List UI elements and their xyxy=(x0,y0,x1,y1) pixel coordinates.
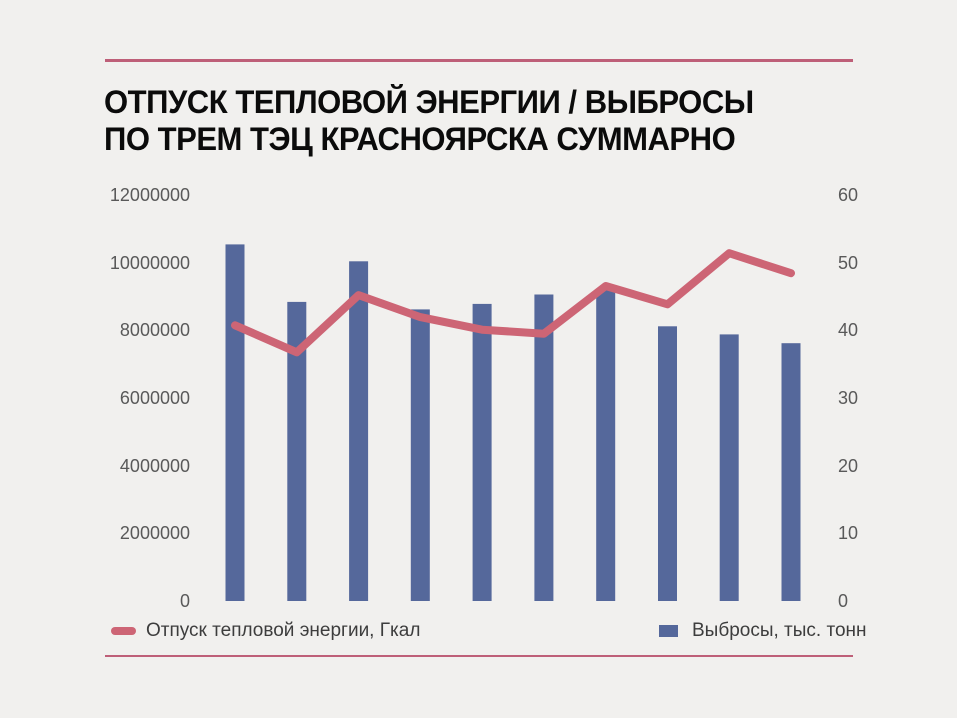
right-axis: 0 10 20 30 40 50 60 xyxy=(838,185,908,611)
left-axis-tick-label: 12000000 xyxy=(109,185,190,205)
emissions-bar xyxy=(410,309,430,601)
emissions-bar xyxy=(534,294,554,601)
chart-title: ОТПУСК ТЕПЛОВОЙ ЭНЕРГИИ / ВЫБРОСЫ ПО ТРЕ… xyxy=(104,84,754,157)
top-border-line xyxy=(105,59,853,62)
right-axis-tick-label: 30 xyxy=(838,388,859,408)
right-axis-tick-label: 10 xyxy=(838,523,859,544)
bottom-border-line xyxy=(105,655,853,657)
left-axis-tick-label: 8000000 xyxy=(119,320,190,341)
emissions-bar xyxy=(349,261,369,601)
emissions-bar xyxy=(287,301,307,601)
right-axis-tick-label: 20 xyxy=(838,455,859,476)
left-axis: 0 2000000 4000000 6000000 8000000 10000000 120… xyxy=(85,185,190,611)
line-legend-marker-icon xyxy=(111,627,136,635)
left-axis-tick-label: 0 xyxy=(179,591,190,611)
legend-label-emissions: Выбросы, тыс. тонн xyxy=(692,620,867,641)
emissions-bar xyxy=(596,290,616,601)
legend-label-heat: Отпуск тепловой энергии, Гкал xyxy=(146,620,421,641)
emissions-bar xyxy=(658,326,677,601)
bar-legend-marker-icon xyxy=(659,625,678,637)
right-axis-tick-label: 50 xyxy=(838,252,859,273)
chart-plot xyxy=(225,244,801,601)
emissions-bar xyxy=(781,343,801,601)
left-axis-tick-label: 2000000 xyxy=(119,523,190,544)
emissions-bar xyxy=(472,303,492,601)
heat-energy-line xyxy=(231,249,795,357)
left-axis-tick-label: 4000000 xyxy=(119,455,190,476)
left-axis-tick-label: 10000000 xyxy=(109,252,190,273)
right-axis-tick-label: 60 xyxy=(838,185,859,205)
left-axis-tick-label: 6000000 xyxy=(119,388,190,408)
right-axis-tick-label: 40 xyxy=(838,320,859,341)
emissions-bar xyxy=(225,244,245,601)
right-axis-tick-label: 0 xyxy=(838,591,849,611)
legend-item-emissions-bar: Выбросы, тыс. тонн xyxy=(659,618,867,644)
emissions-bar xyxy=(719,334,739,601)
legend-item-heat-line: Отпуск тепловой энергии, Гкал xyxy=(111,618,420,644)
